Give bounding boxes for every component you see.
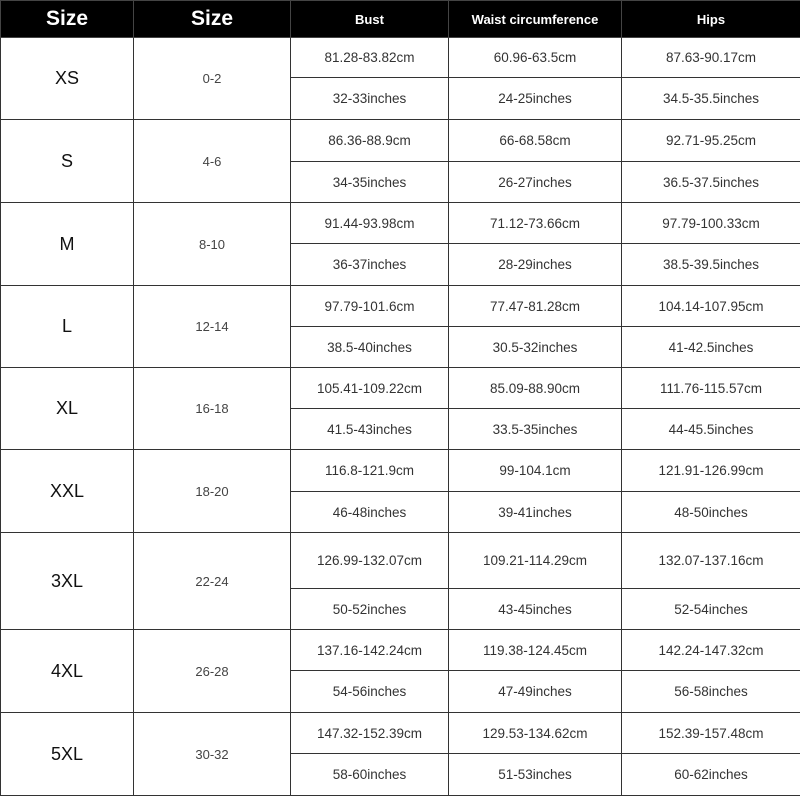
size-row-inches: 34-35inches 26-27inches 36.5-37.5inches [1, 161, 800, 203]
waist-inches: 26-27inches [448, 161, 622, 203]
bust-inches: 58-60inches [290, 753, 449, 796]
size-label: M [0, 202, 134, 286]
size-row-inches: 50-52inches 43-45inches 52-54inches [1, 588, 800, 630]
hips-cm: 132.07-137.16cm [621, 532, 800, 589]
hips-cm: 142.24-147.32cm [621, 629, 800, 671]
size-row-inches: 46-48inches 39-41inches 48-50inches [1, 491, 800, 533]
waist-inches: 39-41inches [448, 491, 622, 533]
size-row-cm: 5XL 30-32 147.32-152.39cm 129.53-134.62cm 15… [0, 712, 800, 796]
header-size: Size [0, 0, 134, 38]
size-row-cm: 3XL 22-24 126.99-132.07cm 109.21-114.29cm 13… [0, 532, 800, 630]
us-size: 8-10 [133, 202, 291, 286]
hips-cm: 152.39-157.48cm [621, 712, 800, 754]
hips-inches: 38.5-39.5inches [621, 243, 800, 286]
waist-cm: 119.38-124.45cm [448, 629, 622, 671]
size-row-cm: L 12-14 97.79-101.6cm 77.47-81.28cm 104.14-1… [0, 285, 800, 368]
waist-cm: 129.53-134.62cm [448, 712, 622, 754]
hips-inches: 36.5-37.5inches [621, 161, 800, 203]
hips-cm: 87.63-90.17cm [621, 37, 800, 78]
bust-inches: 46-48inches [290, 491, 449, 533]
size-row-inches: 58-60inches 51-53inches 60-62inches [1, 753, 800, 796]
bust-inches: 54-56inches [290, 670, 449, 713]
size-row-cm: M 8-10 91.44-93.98cm 71.12-73.66cm 97.79-100… [0, 202, 800, 286]
size-chart-body: XS 0-2 81.28-83.82cm 60.96-63.5cm 87.63-90.1… [0, 37, 800, 796]
header-us-size: Size [133, 0, 291, 38]
us-size: 18-20 [133, 449, 291, 533]
size-row-cm: XXL 18-20 116.8-121.9cm 99-104.1cm 121.91-12… [0, 449, 800, 533]
header-hips: Hips [621, 0, 800, 38]
hips-cm: 121.91-126.99cm [621, 449, 800, 492]
waist-inches: 30.5-32inches [448, 326, 622, 368]
bust-cm: 81.28-83.82cm [290, 37, 449, 78]
bust-cm: 105.41-109.22cm [290, 367, 449, 409]
size-row-inches: 41.5-43inches 33.5-35inches 44-45.5inches [1, 408, 800, 450]
hips-inches: 41-42.5inches [621, 326, 800, 368]
hips-inches: 44-45.5inches [621, 408, 800, 450]
hips-cm: 111.76-115.57cm [621, 367, 800, 409]
hips-cm: 104.14-107.95cm [621, 285, 800, 327]
bust-cm: 147.32-152.39cm [290, 712, 449, 754]
waist-cm: 77.47-81.28cm [448, 285, 622, 327]
size-label: 3XL [0, 532, 134, 630]
waist-cm: 109.21-114.29cm [448, 532, 622, 589]
bust-cm: 91.44-93.98cm [290, 202, 449, 244]
size-label: S [0, 119, 134, 203]
size-row-inches: 36-37inches 28-29inches 38.5-39.5inches [1, 243, 800, 286]
size-label: 5XL [0, 712, 134, 796]
size-label: 4XL [0, 629, 134, 713]
waist-cm: 85.09-88.90cm [448, 367, 622, 409]
us-size: 16-18 [133, 367, 291, 450]
waist-inches: 24-25inches [448, 77, 622, 120]
waist-inches: 43-45inches [448, 588, 622, 630]
bust-cm: 126.99-132.07cm [290, 532, 449, 589]
hips-cm: 92.71-95.25cm [621, 119, 800, 162]
bust-cm: 97.79-101.6cm [290, 285, 449, 327]
size-label: L [0, 285, 134, 368]
size-row-cm: XS 0-2 81.28-83.82cm 60.96-63.5cm 87.63-90.1… [0, 37, 800, 120]
waist-cm: 60.96-63.5cm [448, 37, 622, 78]
hips-inches: 48-50inches [621, 491, 800, 533]
waist-cm: 66-68.58cm [448, 119, 622, 162]
us-size: 4-6 [133, 119, 291, 203]
bust-inches: 38.5-40inches [290, 326, 449, 368]
waist-cm: 99-104.1cm [448, 449, 622, 492]
waist-inches: 33.5-35inches [448, 408, 622, 450]
header-waist: Waist circumference [448, 0, 622, 38]
size-label: XXL [0, 449, 134, 533]
bust-cm: 116.8-121.9cm [290, 449, 449, 492]
size-label: XS [0, 37, 134, 120]
waist-inches: 51-53inches [448, 753, 622, 796]
bust-cm: 137.16-142.24cm [290, 629, 449, 671]
bust-inches: 50-52inches [290, 588, 449, 630]
size-row-cm: S 4-6 86.36-88.9cm 66-68.58cm 92.71-95.25cm [0, 119, 800, 203]
hips-inches: 52-54inches [621, 588, 800, 630]
bust-inches: 36-37inches [290, 243, 449, 286]
size-row-inches: 54-56inches 47-49inches 56-58inches [1, 670, 800, 713]
size-row-inches: 38.5-40inches 30.5-32inches 41-42.5inches [1, 326, 800, 368]
waist-cm: 71.12-73.66cm [448, 202, 622, 244]
hips-cm: 97.79-100.33cm [621, 202, 800, 244]
bust-inches: 41.5-43inches [290, 408, 449, 450]
size-label: XL [0, 367, 134, 450]
size-row-cm: 4XL 26-28 137.16-142.24cm 119.38-124.45cm 14… [0, 629, 800, 713]
header-row: Size Size Bust Waist circumference Hips [0, 0, 800, 38]
bust-cm: 86.36-88.9cm [290, 119, 449, 162]
hips-inches: 34.5-35.5inches [621, 77, 800, 120]
us-size: 26-28 [133, 629, 291, 713]
waist-inches: 28-29inches [448, 243, 622, 286]
hips-inches: 60-62inches [621, 753, 800, 796]
size-row-cm: XL 16-18 105.41-109.22cm 85.09-88.90cm 111.7… [0, 367, 800, 450]
hips-inches: 56-58inches [621, 670, 800, 713]
bust-inches: 34-35inches [290, 161, 449, 203]
us-size: 30-32 [133, 712, 291, 796]
header-bust: Bust [290, 0, 449, 38]
bust-inches: 32-33inches [290, 77, 449, 120]
waist-inches: 47-49inches [448, 670, 622, 713]
us-size: 12-14 [133, 285, 291, 368]
us-size: 0-2 [133, 37, 291, 120]
us-size: 22-24 [133, 532, 291, 630]
